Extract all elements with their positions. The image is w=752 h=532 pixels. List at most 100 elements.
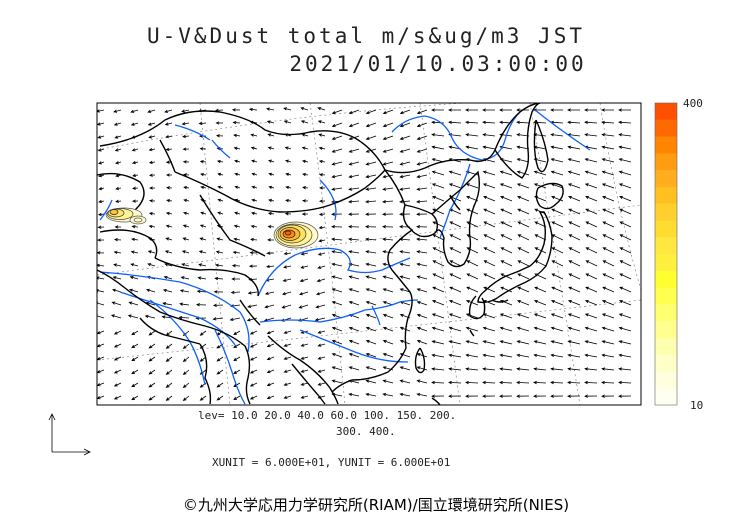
wind-vector-arrow bbox=[348, 200, 360, 204]
wind-vector-arrow bbox=[97, 122, 105, 126]
wind-vector-arrow bbox=[465, 108, 478, 112]
wind-vector-arrow bbox=[431, 145, 445, 150]
wind-vector-arrow bbox=[382, 339, 394, 345]
wind-vector-arrow bbox=[182, 160, 190, 164]
wind-vector-arrow bbox=[602, 208, 615, 215]
wind-vector-arrow bbox=[131, 160, 139, 165]
wind-vector-arrow bbox=[399, 275, 411, 280]
wind-vector-arrow bbox=[483, 286, 496, 293]
wind-vector-arrow bbox=[131, 356, 139, 362]
colorbar-segment bbox=[655, 203, 677, 221]
wind-vector-arrow bbox=[148, 356, 156, 362]
wind-vector-arrow bbox=[416, 366, 428, 371]
wind-vector-arrow bbox=[318, 212, 326, 216]
wind-vector-arrow bbox=[416, 212, 428, 216]
wind-vector-arrow bbox=[132, 186, 139, 190]
wind-vector-arrow bbox=[483, 247, 496, 254]
wind-vector-arrow bbox=[584, 394, 598, 398]
wind-vector-arrow bbox=[284, 146, 292, 150]
copyright-notice: ©九州大学応用力学研究所(RIAM)/国立環境研究所(NIES) bbox=[182, 496, 570, 514]
wind-vector-arrow bbox=[568, 221, 581, 228]
wind-vector-arrow bbox=[365, 366, 377, 371]
wind-vector-arrow bbox=[216, 382, 224, 388]
wind-vector-arrow bbox=[448, 313, 462, 319]
wind-vector-arrow bbox=[416, 161, 428, 166]
wind-vector-arrow bbox=[499, 340, 513, 345]
wind-vector-arrow bbox=[148, 224, 156, 229]
wind-vector-arrow bbox=[568, 247, 581, 254]
wind-vector-arrow bbox=[317, 369, 326, 373]
wind-vector-arrow bbox=[568, 195, 581, 202]
wind-vector-arrow bbox=[550, 326, 564, 332]
wind-vector-arrow bbox=[215, 134, 224, 138]
wind-vector-arrow bbox=[298, 304, 309, 309]
wind-vector-arrow bbox=[500, 260, 513, 267]
wind-vector-arrow bbox=[231, 264, 241, 268]
wind-vector-arrow bbox=[199, 160, 207, 164]
wind-vector-arrow bbox=[317, 252, 326, 256]
wind-vector-arrow bbox=[131, 369, 139, 375]
wind-vector-arrow bbox=[195, 303, 207, 307]
wind-vector-arrow bbox=[230, 290, 241, 295]
wind-vector-arrow bbox=[618, 313, 632, 319]
wind-vector-arrow bbox=[130, 109, 139, 113]
wind-vector-arrow bbox=[448, 353, 462, 358]
wind-vector-arrow bbox=[448, 300, 462, 306]
wind-vector-arrow bbox=[348, 262, 360, 267]
wind-vector-arrow bbox=[399, 379, 411, 384]
wind-vector-arrow bbox=[285, 199, 292, 203]
wind-vector-arrow bbox=[482, 120, 496, 125]
wind-vector-arrow bbox=[516, 300, 530, 306]
wind-vector-arrow bbox=[482, 183, 496, 189]
wind-vector-arrow bbox=[144, 314, 156, 319]
wind-vector-arrow bbox=[300, 356, 309, 360]
wind-vector-arrow bbox=[300, 107, 309, 111]
wind-vector-arrow bbox=[284, 212, 292, 216]
wind-vector-arrow bbox=[601, 380, 615, 385]
wind-vector-arrow bbox=[113, 343, 122, 348]
wind-vector-arrow bbox=[233, 369, 241, 374]
wind-vector-arrow bbox=[285, 172, 292, 177]
wind-vector-arrow bbox=[601, 170, 615, 176]
wind-vector-arrow bbox=[618, 380, 632, 385]
wind-vector-arrow bbox=[482, 353, 496, 358]
wind-vector-arrow bbox=[97, 251, 105, 255]
wind-vector-arrow bbox=[165, 330, 173, 336]
wind-vector-arrow bbox=[249, 382, 258, 387]
wind-vector-arrow bbox=[449, 273, 462, 280]
wind-vector-arrow bbox=[601, 367, 615, 371]
wind-vector-arrow bbox=[164, 122, 173, 126]
wind-vector-arrow bbox=[301, 212, 309, 216]
wind-vector-arrow bbox=[115, 199, 122, 203]
wind-vector-arrow bbox=[199, 237, 207, 241]
wind-vector-arrow bbox=[300, 382, 309, 386]
colorbar-frame bbox=[654, 102, 678, 406]
wind-vector-arrow bbox=[601, 145, 615, 150]
wind-vector-arrow bbox=[317, 120, 326, 124]
wind-vector-arrow bbox=[246, 317, 258, 322]
wind-vector-arrow bbox=[550, 170, 564, 176]
wind-vector-arrow bbox=[382, 313, 394, 319]
wind-vector-arrow bbox=[567, 340, 581, 345]
wind-vector-arrow bbox=[300, 120, 309, 124]
wind-vector-arrow bbox=[113, 330, 122, 335]
wind-vector-arrow bbox=[301, 199, 309, 203]
wind-vector-arrow bbox=[585, 286, 598, 293]
wind-vector-arrow bbox=[432, 208, 445, 215]
wind-vector-arrow bbox=[365, 161, 377, 166]
wind-vector-arrow bbox=[162, 288, 173, 293]
wind-vector-arrow bbox=[148, 343, 156, 349]
wind-vector-arrow bbox=[165, 382, 173, 388]
colorbar-segment bbox=[655, 354, 677, 372]
wind-vector-arrow bbox=[266, 369, 275, 374]
wind-vector-arrow bbox=[416, 326, 428, 332]
wind-vector-arrow bbox=[465, 183, 479, 189]
wind-vector-arrow bbox=[482, 326, 496, 332]
wind-vector-arrow bbox=[266, 251, 275, 255]
wind-vector-arrow bbox=[146, 288, 156, 293]
wind-vector-arrow bbox=[198, 250, 207, 254]
wind-vector-arrow bbox=[382, 275, 394, 280]
wind-vector-arrow bbox=[265, 107, 275, 111]
colorbar-segment bbox=[655, 371, 677, 389]
wind-vector-arrow bbox=[601, 340, 615, 345]
